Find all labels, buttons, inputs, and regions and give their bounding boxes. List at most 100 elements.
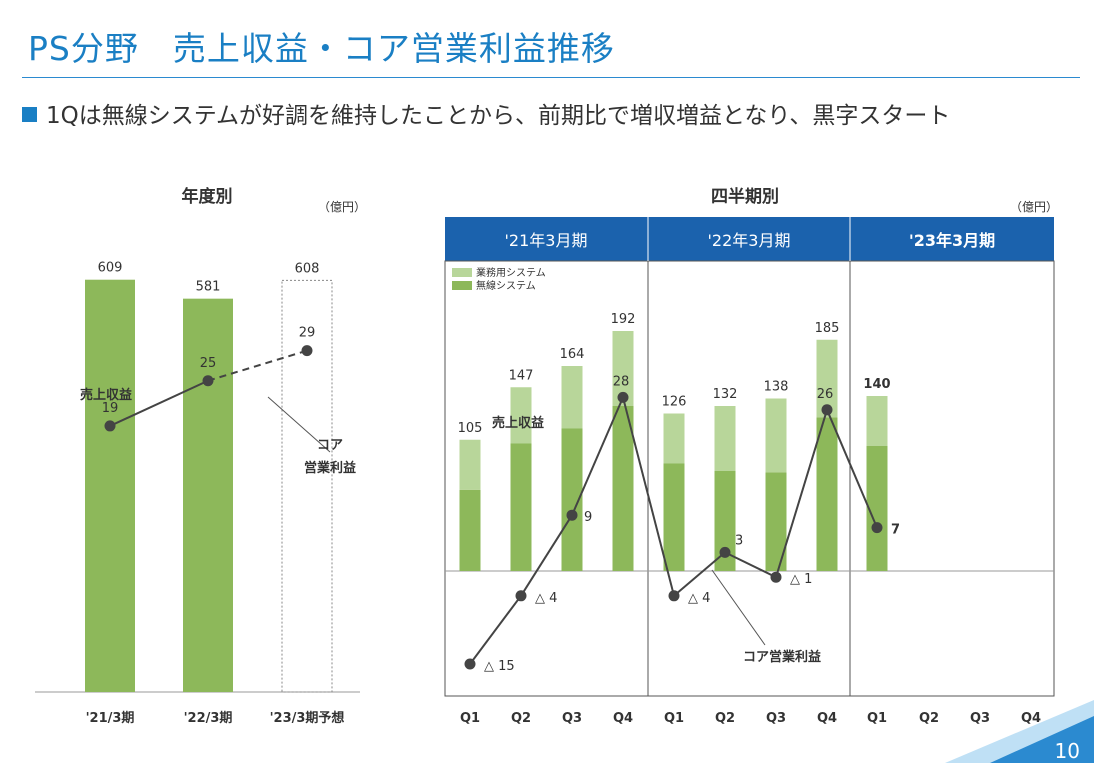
period-header-fy21: '21年3月期 bbox=[505, 231, 588, 250]
quarterly-profit-line bbox=[571, 397, 624, 516]
quarterly-x-label: Q1 bbox=[664, 711, 684, 726]
annual-profit-point bbox=[301, 345, 313, 357]
legend-label-business: 業務用システム bbox=[476, 266, 546, 279]
annual-profit-line-forecast bbox=[207, 349, 308, 382]
quarterly-wireless-bar bbox=[866, 446, 888, 571]
quarterly-profit-point bbox=[719, 546, 731, 558]
quarterly-unit-label: （億円） bbox=[1010, 200, 1058, 214]
quarterly-x-label: Q3 bbox=[562, 711, 582, 726]
quarterly-x-label: Q2 bbox=[715, 711, 735, 726]
annual-profit-annotation-2: 営業利益 bbox=[304, 460, 356, 476]
annual-unit-label: （億円） bbox=[318, 200, 366, 214]
annual-chart-title: 年度別 bbox=[182, 186, 233, 207]
annual-profit-leader-line bbox=[267, 396, 331, 453]
quarterly-revenue-annotation: 売上収益 bbox=[492, 415, 544, 431]
quarterly-chart: 四半期別 （億円） '21年3月期 '22年3月期 '23年3月期 業務用システ… bbox=[444, 186, 1058, 726]
annual-profit-value: 19 bbox=[102, 401, 119, 416]
quarterly-business-bar bbox=[510, 387, 532, 444]
quarterly-wireless-bar bbox=[561, 428, 583, 571]
quarterly-total-value: 147 bbox=[509, 368, 534, 383]
quarterly-profit-value: △ 1 bbox=[790, 572, 812, 587]
quarterly-profit-line bbox=[826, 409, 878, 528]
period-header-band bbox=[445, 217, 1054, 261]
quarterly-profit-value: △ 4 bbox=[535, 591, 557, 606]
quarterly-total-value: 105 bbox=[458, 421, 483, 436]
annual-profit-value: 29 bbox=[299, 326, 316, 341]
quarterly-x-label: Q3 bbox=[766, 711, 786, 726]
annual-revenue-value: 581 bbox=[196, 280, 221, 295]
quarterly-x-label: Q1 bbox=[867, 711, 887, 726]
corner-decoration-dark bbox=[990, 716, 1094, 763]
annual-x-label: '23/3期予想 bbox=[270, 710, 345, 726]
quarterly-business-bar bbox=[612, 331, 634, 406]
quarterly-profit-value: △ 15 bbox=[484, 659, 515, 674]
quarterly-total-value: 126 bbox=[662, 395, 687, 410]
annual-profit-annotation-1: コア bbox=[317, 438, 343, 453]
annual-revenue-bar-forecast bbox=[281, 279, 333, 693]
quarterly-wireless-bar bbox=[816, 417, 838, 571]
quarterly-wireless-bar bbox=[459, 489, 481, 571]
annual-revenue-value: 609 bbox=[98, 261, 123, 276]
quarterly-profit-point bbox=[464, 658, 476, 670]
period-header-fy23: '23年3月期 bbox=[909, 231, 995, 250]
quarterly-wireless-bar bbox=[510, 443, 532, 571]
quarterly-business-bar bbox=[765, 398, 787, 473]
quarterly-profit-point bbox=[871, 522, 883, 534]
legend-swatch-business bbox=[452, 268, 472, 277]
annual-revenue-bar bbox=[85, 279, 135, 692]
quarterly-x-label: Q1 bbox=[460, 711, 480, 726]
quarterly-x-label: Q2 bbox=[511, 711, 531, 726]
annual-revenue-bar bbox=[183, 298, 233, 692]
quarterly-profit-value: 9 bbox=[584, 510, 592, 525]
quarterly-profit-line bbox=[673, 551, 726, 597]
quarterly-profit-leader-line bbox=[711, 569, 766, 646]
quarterly-total-value: 140 bbox=[863, 377, 890, 392]
quarterly-x-label: Q4 bbox=[613, 711, 633, 726]
quarterly-chart-title: 四半期別 bbox=[711, 186, 779, 207]
annual-revenue-value: 608 bbox=[295, 261, 320, 276]
quarterly-profit-point bbox=[821, 404, 833, 416]
quarterly-total-value: 164 bbox=[560, 347, 585, 362]
quarterly-profit-point bbox=[566, 509, 578, 521]
quarterly-x-label: Q3 bbox=[970, 711, 990, 726]
legend-label-wireless: 無線システム bbox=[476, 279, 536, 292]
quarterly-profit-value: 7 bbox=[891, 523, 900, 538]
quarterly-profit-value: 28 bbox=[613, 374, 630, 389]
quarterly-profit-line bbox=[469, 595, 522, 665]
period-header-fy22: '22年3月期 bbox=[708, 231, 791, 250]
quarterly-profit-value: △ 4 bbox=[688, 591, 710, 606]
quarterly-x-label: Q4 bbox=[1021, 711, 1041, 726]
quarterly-business-bar bbox=[714, 406, 736, 471]
quarterly-profit-point bbox=[770, 571, 782, 583]
quarterly-plot-frame bbox=[444, 260, 1055, 697]
quarterly-wireless-bar bbox=[714, 471, 736, 571]
quarterly-profit-point bbox=[515, 590, 527, 602]
quarterly-profit-value: 3 bbox=[735, 533, 743, 548]
quarterly-profit-line bbox=[622, 397, 675, 597]
annual-revenue-annotation: 売上収益 bbox=[80, 387, 132, 403]
annual-profit-point bbox=[202, 375, 214, 387]
quarterly-business-bar bbox=[663, 413, 685, 464]
quarterly-total-value: 138 bbox=[764, 380, 789, 395]
annual-x-label: '22/3期 bbox=[184, 711, 233, 726]
quarterly-profit-point bbox=[617, 391, 629, 403]
page-number: 10 bbox=[1055, 739, 1080, 763]
quarterly-total-value: 192 bbox=[611, 312, 636, 327]
bullet-square-icon bbox=[22, 107, 37, 122]
annual-chart: 年度別 （億円） 609 581 608 19 25 29 売上収益 コア 営業利益 '… bbox=[35, 186, 366, 726]
quarterly-profit-line bbox=[724, 551, 777, 579]
quarterly-business-bar bbox=[459, 439, 481, 490]
quarterly-total-value: 185 bbox=[815, 321, 840, 336]
quarterly-x-label: Q4 bbox=[817, 711, 837, 726]
quarterly-x-label: Q2 bbox=[919, 711, 939, 726]
page-title: PS分野 売上収益・コア営業利益推移 bbox=[28, 29, 615, 68]
quarterly-wireless-bar bbox=[663, 463, 685, 571]
annual-profit-value: 25 bbox=[200, 356, 217, 371]
quarterly-wireless-bar bbox=[612, 406, 634, 571]
quarterly-business-bar bbox=[561, 366, 583, 429]
title-divider bbox=[22, 77, 1080, 78]
annual-x-label: '21/3期 bbox=[86, 711, 135, 726]
annual-profit-point bbox=[104, 420, 116, 432]
summary-bullet: 1Qは無線システムが好調を維持したことから、前期比で増収増益となり、黒字スタート bbox=[46, 103, 951, 129]
